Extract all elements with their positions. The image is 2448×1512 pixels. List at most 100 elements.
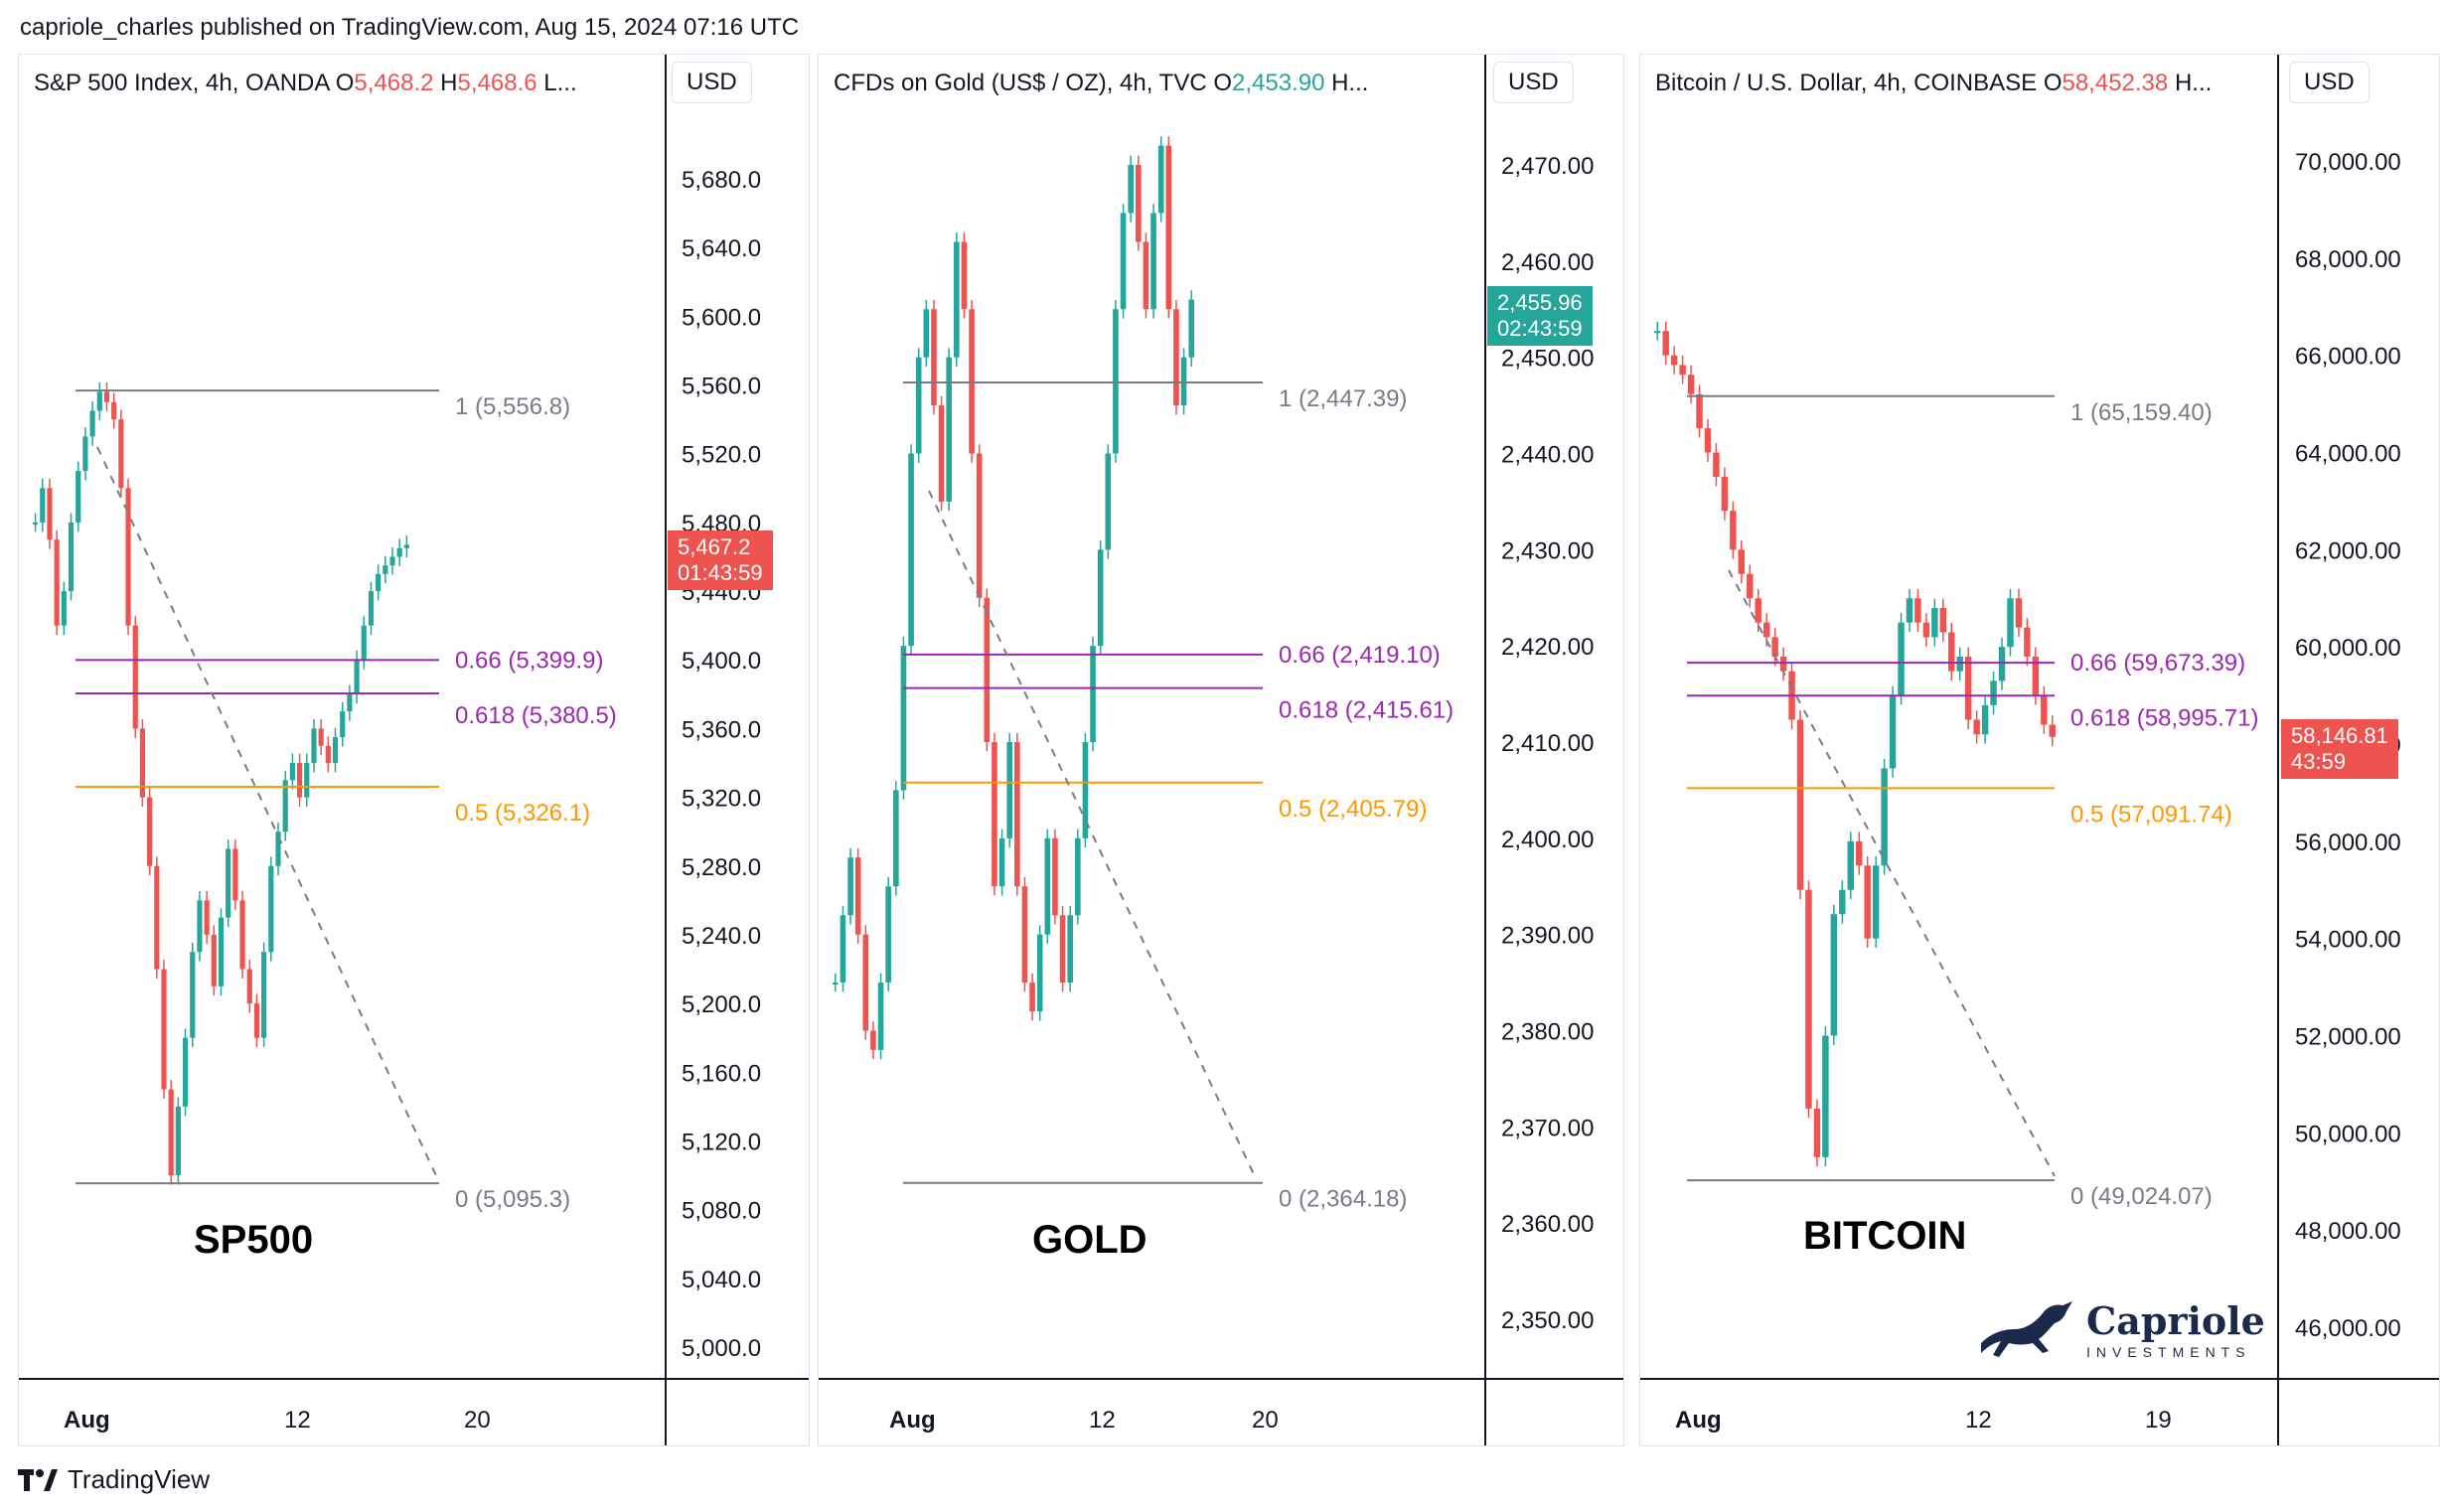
- candle-body: [938, 405, 945, 502]
- candle-body: [1662, 331, 1669, 356]
- candle-body: [275, 832, 281, 866]
- candle-body: [1990, 680, 1997, 705]
- current-price-tag: 2,455.96 02:43:59: [1487, 286, 1593, 346]
- candle-body: [103, 391, 110, 402]
- candle-body: [954, 241, 960, 358]
- y-tick-label: 5,160.0: [682, 1060, 761, 1087]
- candle-body: [1847, 840, 1854, 890]
- y-tick-label: 5,400.0: [682, 648, 761, 675]
- candle-body: [347, 693, 353, 712]
- candle-body: [1864, 865, 1871, 939]
- chart-canvas-gold[interactable]: 2,470.00 2,460.00 2,450.00 2,440.00 2,430.00…: [818, 54, 1624, 1446]
- candle-body: [1067, 915, 1073, 983]
- chart-canvas-bitcoin[interactable]: 70,000.00 68,000.00 66,000.00 64,000.00 62,0…: [1639, 54, 2440, 1446]
- y-tick-label: 5,560.0: [682, 374, 761, 400]
- candle-body: [1180, 357, 1187, 406]
- y-tick-label: 2,420.00: [1501, 634, 1594, 661]
- panel-label: BITCOIN: [1803, 1214, 1967, 1258]
- y-tick-label: 5,520.0: [682, 442, 761, 469]
- candle-body: [1956, 656, 1963, 672]
- tradingview-footer[interactable]: TradingView: [18, 1464, 210, 1495]
- currency-button[interactable]: USD: [672, 62, 752, 103]
- y-tick-label: 50,000.00: [2295, 1121, 2401, 1147]
- candle-body: [1830, 914, 1838, 1036]
- x-tick-20: 20: [1252, 1407, 1279, 1434]
- candle-body: [1805, 889, 1812, 1109]
- y-tick-label: 56,000.00: [2295, 830, 2401, 856]
- chart-panel-bitcoin[interactable]: 70,000.00 68,000.00 66,000.00 64,000.00 62,0…: [1639, 54, 2440, 1446]
- candle-body: [1914, 598, 1921, 623]
- candle-body: [40, 488, 46, 523]
- candle-body: [1128, 165, 1134, 214]
- candle-body: [1948, 632, 1955, 672]
- candle-body: [2041, 695, 2048, 725]
- candle-body: [190, 952, 196, 1038]
- candle-body: [282, 780, 288, 832]
- candle-body: [47, 488, 53, 540]
- candle-body: [984, 597, 991, 742]
- candle-body: [197, 900, 203, 953]
- candle-body: [1906, 598, 1913, 623]
- y-tick-label: 5,320.0: [682, 786, 761, 813]
- fib-trend-line: [928, 490, 1256, 1177]
- x-tick-aug: Aug: [64, 1407, 110, 1434]
- symbol-title[interactable]: S&P 500 Index, 4h, OANDA O5,468.2 H5,468…: [34, 70, 577, 97]
- tradingview-logo-icon: [18, 1468, 58, 1491]
- candle-body: [139, 728, 146, 798]
- candle-body: [68, 522, 75, 592]
- symbol-title[interactable]: Bitcoin / U.S. Dollar, 4h, COINBASE O58,…: [1655, 70, 2212, 97]
- candle-body: [946, 357, 952, 502]
- currency-button[interactable]: USD: [1493, 62, 1574, 103]
- symbol-title[interactable]: CFDs on Gold (US$ / OZ), 4h, TVC O2,453.…: [834, 70, 1368, 97]
- open-value: 58,452.38: [2062, 70, 2169, 96]
- y-tick-label: 66,000.00: [2295, 344, 2401, 371]
- candle-body: [1856, 840, 1863, 866]
- symbol-description: Bitcoin / U.S. Dollar, 4h, COINBASE: [1655, 70, 2044, 96]
- candle-body: [833, 983, 839, 985]
- candle-body: [862, 934, 869, 1031]
- candle-body: [1704, 428, 1712, 453]
- fib-level-label: 0.618 (5,380.5): [455, 702, 617, 729]
- candle-body: [1029, 983, 1035, 1012]
- chart-panel-gold[interactable]: 2,470.00 2,460.00 2,450.00 2,440.00 2,430.00…: [818, 54, 1624, 1446]
- fib-level-label: 0.66 (5,399.9): [455, 647, 603, 674]
- candle-body: [2032, 656, 2040, 696]
- candle-body: [893, 790, 899, 887]
- panel-label: GOLD: [1032, 1218, 1148, 1262]
- horse-icon: [1981, 1301, 2072, 1357]
- chart-panel-sp500[interactable]: 5,680.0 5,640.0 5,600.0 5,560.0 5,520.0 5,480…: [18, 54, 810, 1446]
- candle-body: [1931, 608, 1938, 638]
- open-label: O: [2043, 70, 2063, 96]
- y-tick-label: 62,000.00: [2295, 537, 2401, 564]
- candle-body: [1188, 299, 1194, 358]
- current-price-tag: 5,467.2 01:43:59: [668, 530, 773, 590]
- candle-body: [296, 763, 303, 798]
- candle-body: [382, 565, 388, 574]
- y-tick-label: 46,000.00: [2295, 1315, 2401, 1342]
- candle-body: [976, 453, 983, 598]
- candle-body: [76, 471, 81, 523]
- candle-body: [1973, 719, 1980, 735]
- candle-body: [1738, 549, 1746, 574]
- y-tick-label: 52,000.00: [2295, 1024, 2401, 1051]
- candle-body: [1998, 647, 2006, 681]
- candle-body: [1981, 704, 1989, 735]
- open-value: 5,468.2: [354, 70, 434, 96]
- candle-body: [261, 952, 267, 1038]
- candle-body: [226, 848, 231, 918]
- candle-body: [2024, 627, 2031, 657]
- candle-body: [1082, 742, 1089, 838]
- candle-body: [1052, 837, 1058, 916]
- candle-body: [1889, 695, 1897, 769]
- candle-body: [268, 865, 274, 953]
- fib-level-label: 0.618 (2,415.61): [1279, 697, 1454, 724]
- open-label: O: [335, 70, 355, 96]
- candle-body: [403, 544, 409, 548]
- currency-button[interactable]: USD: [2289, 62, 2370, 103]
- candle-body: [1713, 452, 1720, 477]
- chart-canvas-sp500[interactable]: 5,680.05,640.05,600.05,560.05,520.05,480…: [18, 54, 810, 1446]
- candle-body: [900, 646, 907, 791]
- y-tick-label: 2,400.00: [1501, 827, 1594, 853]
- candle-body: [175, 1106, 181, 1176]
- candle-body: [246, 969, 252, 1004]
